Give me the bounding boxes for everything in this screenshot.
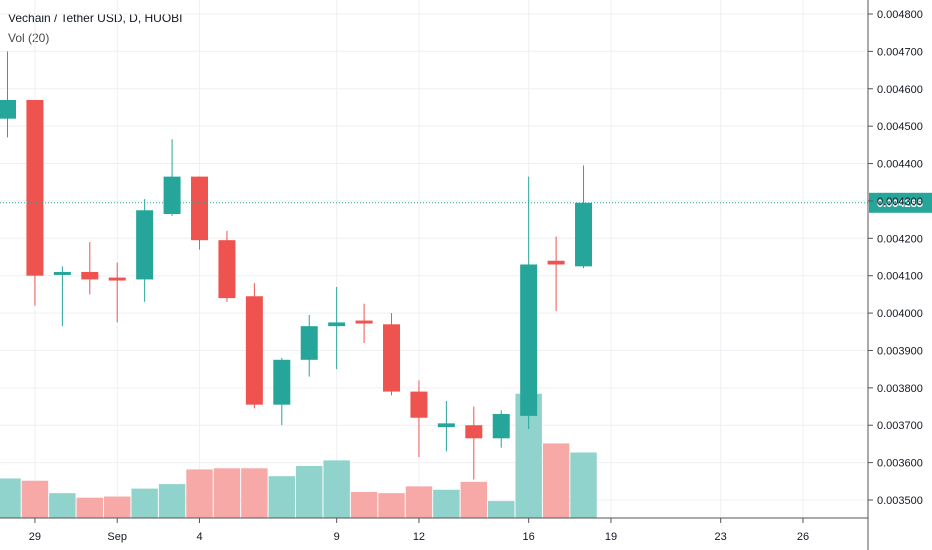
- candle-body-up: [328, 322, 346, 327]
- y-tick-label: 0.004200: [877, 233, 923, 245]
- candle-body-up: [437, 423, 455, 428]
- y-tick-label: 0.003900: [877, 345, 923, 357]
- candle-body-down: [26, 99, 44, 276]
- last-price-label: 0.004285: [877, 198, 923, 210]
- y-tick-label: 0.003500: [877, 495, 923, 507]
- y-tick-label: 0.004700: [877, 46, 923, 58]
- x-tick-label: 23: [715, 531, 727, 543]
- candle-body-up: [300, 326, 318, 360]
- y-tick-label: 0.004400: [877, 159, 923, 171]
- x-tick-label: 16: [523, 531, 535, 543]
- y-tick-label: 0.003700: [877, 420, 923, 432]
- y-tick-label: 0.004100: [877, 271, 923, 283]
- candle-body-down: [245, 296, 263, 405]
- y-tick-label: 0.003800: [877, 383, 923, 395]
- volume-bar: [49, 493, 76, 518]
- volume-bar: [570, 452, 597, 518]
- grid: [0, 0, 868, 518]
- volume-bar: [241, 468, 268, 518]
- volume-bar: [405, 486, 433, 518]
- volume-bar: [104, 496, 131, 518]
- candle-body-down: [383, 324, 401, 392]
- candle-body-down: [547, 260, 565, 265]
- volume-bar: [21, 480, 49, 518]
- last-price-line: 0.004285: [0, 192, 932, 213]
- y-tick-label: 0.004600: [877, 84, 923, 96]
- candle-body-up: [273, 359, 291, 405]
- volume-bar: [268, 476, 296, 518]
- candle-body-down: [355, 320, 373, 324]
- y-tick-label: 0.004500: [877, 121, 923, 133]
- volume-bars: [0, 393, 597, 518]
- volume-bar: [76, 497, 104, 518]
- candle-body-up: [163, 176, 181, 215]
- candle-body-down: [218, 240, 236, 299]
- candle-body-down: [108, 277, 126, 281]
- x-tick-label: 19: [605, 531, 617, 543]
- volume-bar: [296, 466, 323, 518]
- x-tick-label: 26: [797, 531, 809, 543]
- candles: [0, 51, 593, 480]
- volume-bar: [350, 492, 378, 518]
- x-tick-label: 9: [334, 531, 340, 543]
- y-tick-label: 0.003600: [877, 458, 923, 470]
- volume-bar: [323, 460, 350, 518]
- volume-bar: [460, 481, 488, 518]
- y-tick-label: 0.004300: [877, 196, 923, 208]
- last-price-tag: [869, 192, 932, 213]
- candle-body-up: [492, 414, 510, 439]
- y-tick-label: 0.004800: [877, 9, 923, 21]
- x-tick-label: 29: [29, 531, 41, 543]
- y-tick-label: 0.004000: [877, 308, 923, 320]
- volume-bar: [0, 478, 21, 518]
- volume-bar: [131, 488, 158, 518]
- candle-body-up: [53, 271, 71, 275]
- x-tick-label: Sep: [107, 531, 127, 543]
- volume-bar: [186, 469, 213, 518]
- candle-body-down: [191, 176, 209, 241]
- volume-bar: [158, 484, 186, 518]
- candle-body-down: [410, 391, 428, 418]
- candle-body-up: [0, 99, 16, 119]
- candle-body-up: [575, 202, 593, 267]
- volume-indicator-label: Vol (20): [8, 31, 50, 45]
- candle-body-up: [136, 210, 154, 280]
- x-tick-label: 4: [196, 531, 202, 543]
- candle-body-down: [81, 271, 99, 280]
- x-tick-label: 12: [413, 531, 425, 543]
- volume-bar: [213, 468, 241, 518]
- volume-bar: [488, 501, 515, 518]
- volume-bar: [542, 443, 570, 518]
- candle-body-down: [465, 425, 483, 439]
- candle-body-up: [520, 264, 538, 416]
- volume-bar: [378, 493, 405, 518]
- volume-bar: [433, 489, 460, 518]
